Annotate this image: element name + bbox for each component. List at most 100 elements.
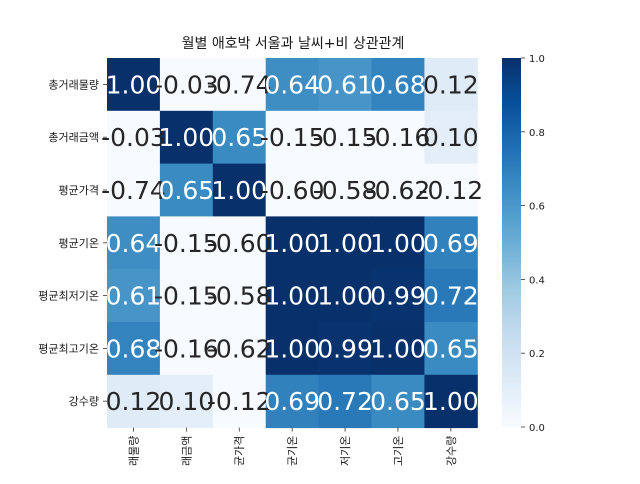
heatmap-cell bbox=[212, 216, 267, 270]
cell-value-label: -0.60 bbox=[260, 176, 325, 205]
column-label: 래금액 bbox=[180, 436, 193, 466]
column-label: 균가격 bbox=[233, 436, 246, 466]
cell-value-label: 0.69 bbox=[264, 387, 320, 416]
cell-value-label: 0.64 bbox=[106, 229, 162, 258]
heatmap-cell bbox=[159, 216, 214, 270]
cell-value-label: 1.00 bbox=[264, 282, 320, 311]
column-label: 균기온 bbox=[286, 436, 299, 466]
cell-value-label: 0.68 bbox=[370, 70, 426, 99]
cell-value-label: 1.00 bbox=[370, 229, 426, 258]
column-label: 고기온 bbox=[392, 436, 405, 466]
cell-value-label: 1.00 bbox=[317, 282, 373, 311]
heatmap-annotations: 1.00-0.03-0.740.640.610.680.12-0.031.000… bbox=[101, 70, 483, 416]
heatmap-cell bbox=[265, 110, 320, 165]
cell-value-label: 0.61 bbox=[317, 70, 373, 99]
cell-value-label: 0.10 bbox=[423, 123, 479, 152]
colorbar-tick-label: 0.0 bbox=[529, 423, 545, 434]
cell-value-label: -0.12 bbox=[419, 176, 484, 205]
cell-value-label: 0.12 bbox=[423, 70, 479, 99]
cell-value-label: -0.74 bbox=[207, 70, 272, 99]
heatmap-cell bbox=[107, 163, 161, 217]
heatmap-cell bbox=[212, 58, 267, 112]
heatmap-cell bbox=[318, 322, 372, 376]
heatmap-cell bbox=[212, 269, 267, 323]
cell-value-label: 1.00 bbox=[317, 229, 373, 258]
cell-value-label: -0.15 bbox=[154, 229, 219, 258]
colorbar-tick-label: 0.2 bbox=[529, 349, 545, 360]
heatmap-cell bbox=[371, 216, 425, 270]
heatmap-cell bbox=[107, 374, 161, 429]
row-label: 평균최저기온 bbox=[38, 290, 99, 303]
cell-value-label: -0.15 bbox=[260, 123, 325, 152]
chart-title: 월별 애호박 서울과 날씨+비 상관관계 bbox=[182, 36, 405, 52]
column-label: 래물량 bbox=[127, 436, 140, 466]
cell-value-label: 0.68 bbox=[106, 334, 162, 363]
heatmap-cell bbox=[265, 269, 320, 323]
cell-value-label: -0.58 bbox=[313, 176, 378, 205]
cell-value-label: -0.74 bbox=[101, 176, 166, 205]
heatmap-cell bbox=[318, 374, 372, 429]
cell-value-label: -0.15 bbox=[154, 282, 219, 311]
heatmap-cell bbox=[107, 322, 161, 376]
cell-value-label: 0.69 bbox=[423, 229, 479, 258]
cell-value-label: 0.61 bbox=[106, 282, 162, 311]
heatmap-cell bbox=[212, 163, 267, 217]
heatmap-cell bbox=[159, 110, 214, 165]
colorbar-tick-label: 0.8 bbox=[529, 128, 545, 139]
cell-value-label: -0.62 bbox=[207, 334, 272, 363]
heatmap-cell bbox=[107, 269, 161, 323]
cell-value-label: 0.10 bbox=[159, 387, 215, 416]
row-label: 강수량 bbox=[69, 395, 99, 408]
heatmap-cell bbox=[424, 216, 478, 270]
heatmap-cell bbox=[424, 163, 478, 217]
heatmap-cell bbox=[424, 374, 478, 429]
heatmap-cell bbox=[424, 58, 478, 112]
cell-value-label: -0.60 bbox=[207, 229, 272, 258]
heatmap-cells bbox=[107, 58, 478, 429]
cell-value-label: 0.72 bbox=[317, 387, 373, 416]
cell-value-label: -0.12 bbox=[207, 387, 272, 416]
column-label: 저기온 bbox=[339, 436, 352, 466]
heatmap-cell bbox=[212, 374, 267, 429]
heatmap-cell bbox=[424, 322, 478, 376]
heatmap-cell bbox=[424, 269, 478, 323]
cell-value-label: -0.03 bbox=[101, 123, 166, 152]
heatmap-cell bbox=[318, 216, 372, 270]
heatmap-cell bbox=[318, 269, 372, 323]
cell-value-label: 1.00 bbox=[211, 176, 267, 205]
colorbar: 0.0 0.2 0.4 0.6 0.8 1.0 bbox=[502, 54, 545, 434]
cell-value-label: 1.00 bbox=[264, 229, 320, 258]
column-label: 강수량 bbox=[445, 436, 458, 466]
cell-value-label: 0.99 bbox=[370, 282, 426, 311]
cell-value-label: 1.00 bbox=[159, 123, 215, 152]
colorbar-tick-label: 0.6 bbox=[529, 202, 545, 213]
heatmap-cell bbox=[107, 110, 161, 165]
heatmap-cell bbox=[265, 322, 320, 376]
colorbar-tick-label: 0.4 bbox=[529, 275, 545, 286]
cell-value-label: 1.00 bbox=[370, 334, 426, 363]
cell-value-label: -0.62 bbox=[366, 176, 431, 205]
cell-value-label: 0.99 bbox=[317, 334, 373, 363]
heatmap-cell bbox=[159, 322, 214, 376]
heatmap-cell bbox=[212, 322, 267, 376]
row-label: 총거래금액 bbox=[48, 131, 99, 144]
cell-value-label: 0.64 bbox=[264, 70, 320, 99]
heatmap-cell bbox=[371, 58, 425, 112]
heatmap-cell bbox=[159, 58, 214, 112]
heatmap-cell bbox=[371, 374, 425, 429]
heatmap-cell bbox=[265, 374, 320, 429]
cell-value-label: 1.00 bbox=[423, 387, 479, 416]
cell-value-label: 0.72 bbox=[423, 282, 479, 311]
heatmap-cell bbox=[159, 374, 214, 429]
cell-value-label: 0.65 bbox=[370, 387, 426, 416]
heatmap-cell bbox=[265, 216, 320, 270]
colorbar-tick-label: 1.0 bbox=[529, 54, 545, 65]
heatmap-cell bbox=[107, 58, 161, 112]
heatmap-cell bbox=[318, 163, 372, 217]
heatmap-cell bbox=[107, 216, 161, 270]
cell-value-label: 1.00 bbox=[106, 70, 162, 99]
heatmap-cell bbox=[265, 163, 320, 217]
